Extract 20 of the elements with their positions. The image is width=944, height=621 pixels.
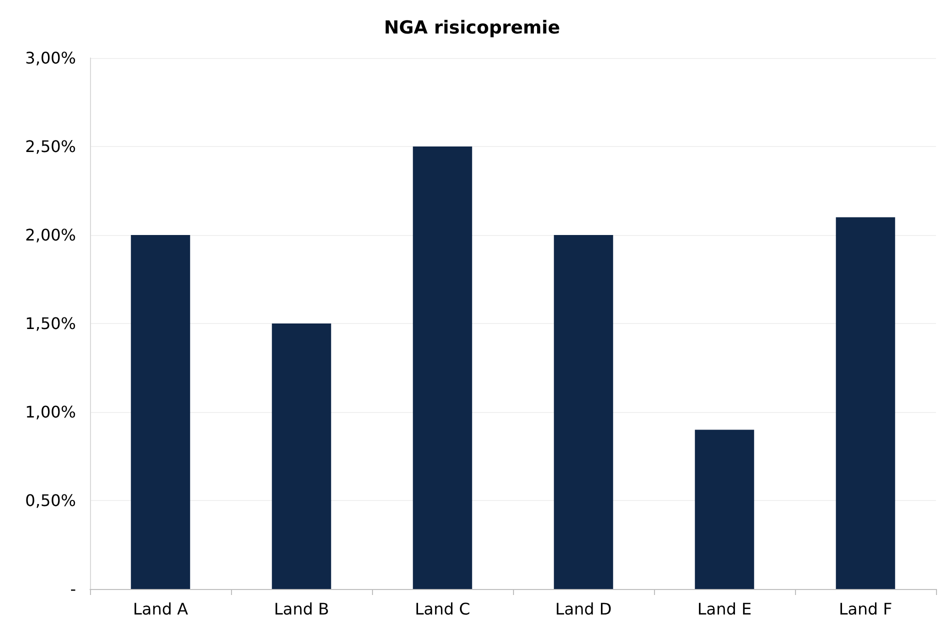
x-tick-label: Land D (555, 600, 612, 618)
y-tick-label: 1,00% (25, 402, 76, 422)
x-tick-label: Land C (414, 600, 470, 618)
y-tick-label: 0,50% (25, 491, 76, 510)
x-tick-label: Land F (838, 600, 892, 618)
y-tick-label: 1,50% (25, 314, 76, 333)
y-tick-label: 2,00% (25, 226, 76, 244)
y-tick-label: 2,50% (25, 137, 76, 156)
x-tick-label: Land B (274, 600, 330, 618)
x-tick-label: Land E (697, 600, 752, 618)
y-tick-label: 3,00% (25, 48, 76, 68)
bar (694, 430, 754, 589)
bar (272, 324, 332, 589)
bar (554, 235, 614, 589)
x-tick-label: Land A (132, 600, 188, 618)
bar (412, 146, 472, 589)
y-tick-label: - (70, 580, 76, 598)
bar (130, 235, 190, 589)
chart-title: NGA risicopremie (384, 18, 560, 38)
bar (836, 217, 896, 589)
